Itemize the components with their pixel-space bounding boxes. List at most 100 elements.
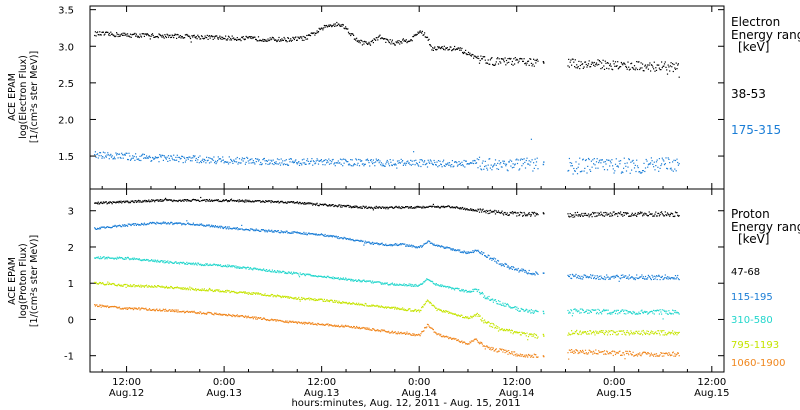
- data-point: [661, 276, 663, 279]
- data-point: [451, 288, 453, 290]
- data-point: [285, 202, 287, 204]
- data-point: [609, 165, 611, 167]
- data-point: [435, 283, 437, 285]
- data-point: [404, 285, 406, 287]
- data-point: [246, 317, 248, 319]
- data-point: [246, 229, 248, 231]
- data-point: [148, 155, 151, 157]
- data-point: [446, 205, 448, 208]
- data-point: [226, 39, 228, 41]
- data-point: [625, 213, 628, 215]
- data-point: [519, 310, 521, 312]
- data-point: [215, 199, 217, 202]
- data-point: [659, 334, 661, 336]
- data-point: [418, 284, 421, 286]
- data-point: [600, 331, 602, 333]
- data-point: [437, 308, 439, 310]
- data-point: [178, 222, 180, 224]
- data-point: [505, 304, 508, 306]
- data-point: [532, 333, 534, 336]
- data-point: [518, 271, 520, 273]
- data-point: [419, 30, 421, 32]
- data-point: [113, 225, 115, 227]
- data-point: [265, 270, 267, 272]
- data-point: [152, 199, 154, 201]
- data-point: [143, 308, 145, 310]
- data-point: [447, 310, 449, 312]
- data-point: [159, 154, 161, 156]
- data-point: [274, 319, 276, 321]
- data-point: [127, 35, 129, 37]
- data-point: [431, 242, 433, 244]
- data-point: [614, 61, 617, 63]
- data-point: [254, 200, 256, 202]
- data-point: [105, 155, 107, 157]
- data-point: [350, 206, 352, 208]
- data-point: [266, 231, 268, 233]
- data-point: [178, 287, 180, 289]
- data-point: [263, 39, 265, 41]
- data-point: [318, 234, 320, 236]
- data-point: [271, 318, 273, 320]
- data-point: [600, 211, 602, 213]
- data-point: [456, 287, 459, 289]
- data-point: [380, 305, 382, 307]
- data-point: [158, 222, 160, 225]
- data-point: [639, 171, 641, 173]
- data-point: [515, 212, 517, 214]
- data-point: [99, 282, 102, 284]
- data-point: [434, 306, 436, 308]
- data-point: [146, 259, 148, 261]
- data-point: [617, 309, 619, 311]
- data-point: [451, 49, 453, 51]
- data-point: [360, 39, 362, 41]
- data-point: [662, 278, 664, 281]
- data-point: [449, 46, 451, 48]
- data-point: [446, 163, 448, 165]
- data-point: [644, 212, 646, 214]
- data-point: [426, 241, 429, 243]
- data-point: [305, 322, 307, 324]
- data-point: [514, 268, 516, 271]
- data-point: [94, 202, 96, 204]
- data-point: [358, 206, 361, 208]
- data-point: [116, 32, 118, 34]
- data-point: [524, 309, 527, 311]
- data-point: [652, 331, 654, 333]
- data-point: [191, 160, 193, 162]
- data-point: [142, 285, 144, 287]
- data-point: [614, 214, 616, 216]
- data-point: [340, 278, 342, 280]
- data-point: [193, 310, 195, 312]
- data-point: [369, 207, 372, 209]
- data-point: [136, 258, 138, 260]
- data-point: [670, 313, 672, 315]
- data-point: [193, 289, 195, 291]
- data-point: [148, 35, 151, 37]
- data-point: [432, 282, 434, 284]
- data-point: [236, 314, 238, 316]
- data-point: [582, 278, 584, 280]
- data-point: [250, 228, 252, 230]
- data-point: [601, 330, 603, 332]
- data-point: [200, 290, 203, 292]
- data-point: [443, 159, 445, 161]
- data-point: [387, 161, 389, 163]
- data-point: [287, 201, 290, 203]
- data-point: [320, 275, 322, 277]
- data-point: [658, 67, 660, 69]
- data-point: [649, 62, 651, 64]
- data-point: [293, 37, 295, 39]
- data-point: [531, 312, 533, 314]
- data-point: [309, 160, 312, 163]
- data-point: [284, 201, 286, 204]
- data-point: [296, 298, 298, 300]
- data-point: [358, 240, 361, 242]
- data-point: [573, 333, 575, 335]
- data-point: [397, 308, 399, 310]
- data-point: [467, 209, 469, 211]
- data-point: [290, 158, 292, 160]
- data-point: [666, 278, 668, 280]
- data-point: [459, 47, 461, 49]
- data-point: [510, 267, 512, 270]
